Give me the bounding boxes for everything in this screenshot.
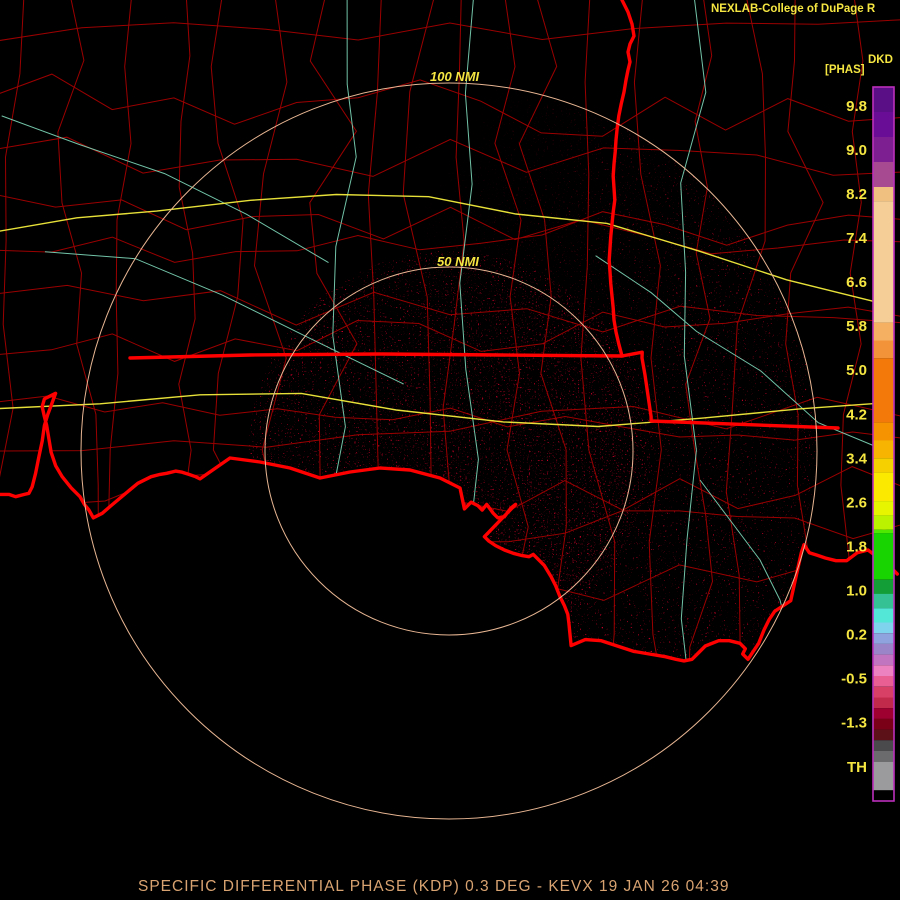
svg-text:[PHAS]: [PHAS] xyxy=(825,64,865,76)
svg-text:8.2: 8.2 xyxy=(846,186,867,203)
svg-text:-0.5: -0.5 xyxy=(841,671,867,688)
svg-text:3.4: 3.4 xyxy=(846,450,868,467)
svg-text:9.8: 9.8 xyxy=(846,98,867,115)
svg-text:50 NMI: 50 NMI xyxy=(437,254,479,269)
svg-text:9.0: 9.0 xyxy=(846,142,867,159)
svg-text:7.4: 7.4 xyxy=(846,230,868,247)
svg-text:100 NMI: 100 NMI xyxy=(430,69,480,84)
svg-text:0.2: 0.2 xyxy=(846,627,867,644)
svg-text:1.0: 1.0 xyxy=(846,583,867,600)
svg-text:6.6: 6.6 xyxy=(846,274,867,291)
svg-text:DKD: DKD xyxy=(868,54,893,66)
svg-text:-1.3: -1.3 xyxy=(841,715,867,732)
svg-text:4.2: 4.2 xyxy=(846,406,867,423)
svg-text:2.6: 2.6 xyxy=(846,494,867,511)
svg-text:NEXLAB-College of DuPage R: NEXLAB-College of DuPage R xyxy=(711,3,876,15)
svg-text:1.8: 1.8 xyxy=(846,539,867,556)
svg-text:5.8: 5.8 xyxy=(846,318,867,335)
svg-text:5.0: 5.0 xyxy=(846,362,867,379)
svg-text:SPECIFIC DIFFERENTIAL PHASE (K: SPECIFIC DIFFERENTIAL PHASE (KDP) 0.3 DE… xyxy=(138,878,729,895)
svg-text:TH: TH xyxy=(847,759,867,776)
